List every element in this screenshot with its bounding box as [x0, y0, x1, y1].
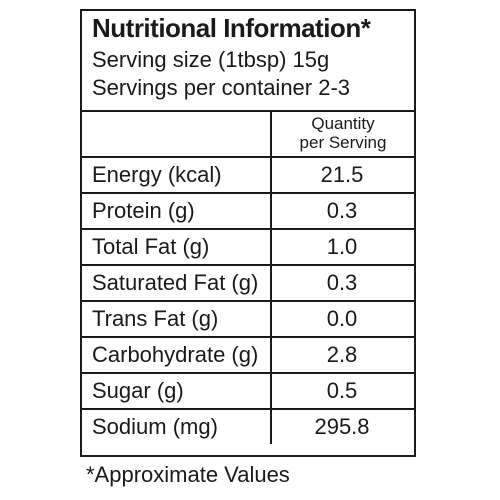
column-divider: [270, 266, 272, 300]
table-row: Total Fat (g) 1.0: [82, 228, 414, 264]
table-row: Sugar (g) 0.5: [82, 372, 414, 408]
column-header: Quantity per Serving: [272, 114, 414, 152]
column-divider: [270, 194, 272, 228]
table-row: Saturated Fat (g) 0.3: [82, 264, 414, 300]
table-row: Sodium (mg) 295.8: [82, 408, 414, 444]
nutrient-name: Trans Fat (g): [92, 306, 219, 331]
nutrient-name: Protein (g): [92, 198, 195, 223]
nutrient-name: Sugar (g): [92, 378, 184, 403]
serving-size: Serving size (1tbsp) 15g: [92, 47, 330, 72]
nutrient-name: Saturated Fat (g): [92, 270, 259, 295]
table-header: Quantity per Serving: [82, 110, 414, 156]
column-divider: [270, 410, 272, 444]
column-divider: [270, 230, 272, 264]
title: Nutritional Information*: [92, 13, 371, 43]
column-header-line: per Serving: [299, 133, 387, 152]
column-header-line: Quantity: [311, 114, 375, 133]
nutrition-table: Quantity per Serving Energy (kcal) 21.5 Pr…: [82, 110, 414, 444]
column-divider: [270, 338, 272, 372]
column-divider: [270, 374, 272, 408]
nutrient-name: Sodium (mg): [92, 414, 218, 439]
column-divider: [270, 158, 272, 192]
table-row: Carbohydrate (g) 2.8: [82, 336, 414, 372]
table-row: Trans Fat (g) 0.0: [82, 300, 414, 336]
nutrition-panel: Nutritional Information* Serving size (1…: [80, 9, 416, 457]
nutrient-value: 2.8: [326, 342, 358, 367]
nutrient-value: 0.3: [326, 198, 358, 223]
column-divider: [270, 112, 272, 156]
nutrient-name: Carbohydrate (g): [92, 342, 259, 367]
table-row: Protein (g) 0.3: [82, 192, 414, 228]
footnote: *Approximate Values: [86, 462, 290, 487]
table-row: Energy (kcal) 21.5: [82, 156, 414, 192]
nutrient-value: 295.8: [314, 414, 370, 439]
nutrient-value: 21.5: [320, 162, 364, 187]
nutrient-value: 0.5: [326, 378, 358, 403]
nutrient-name: Energy (kcal): [92, 162, 222, 187]
servings-per-container: Servings per container 2-3: [92, 75, 351, 100]
nutrient-name: Total Fat (g): [92, 234, 210, 259]
column-divider: [270, 302, 272, 336]
nutrient-value: 0.0: [326, 306, 358, 331]
nutrient-value: 1.0: [326, 234, 358, 259]
nutrient-value: 0.3: [326, 270, 358, 295]
